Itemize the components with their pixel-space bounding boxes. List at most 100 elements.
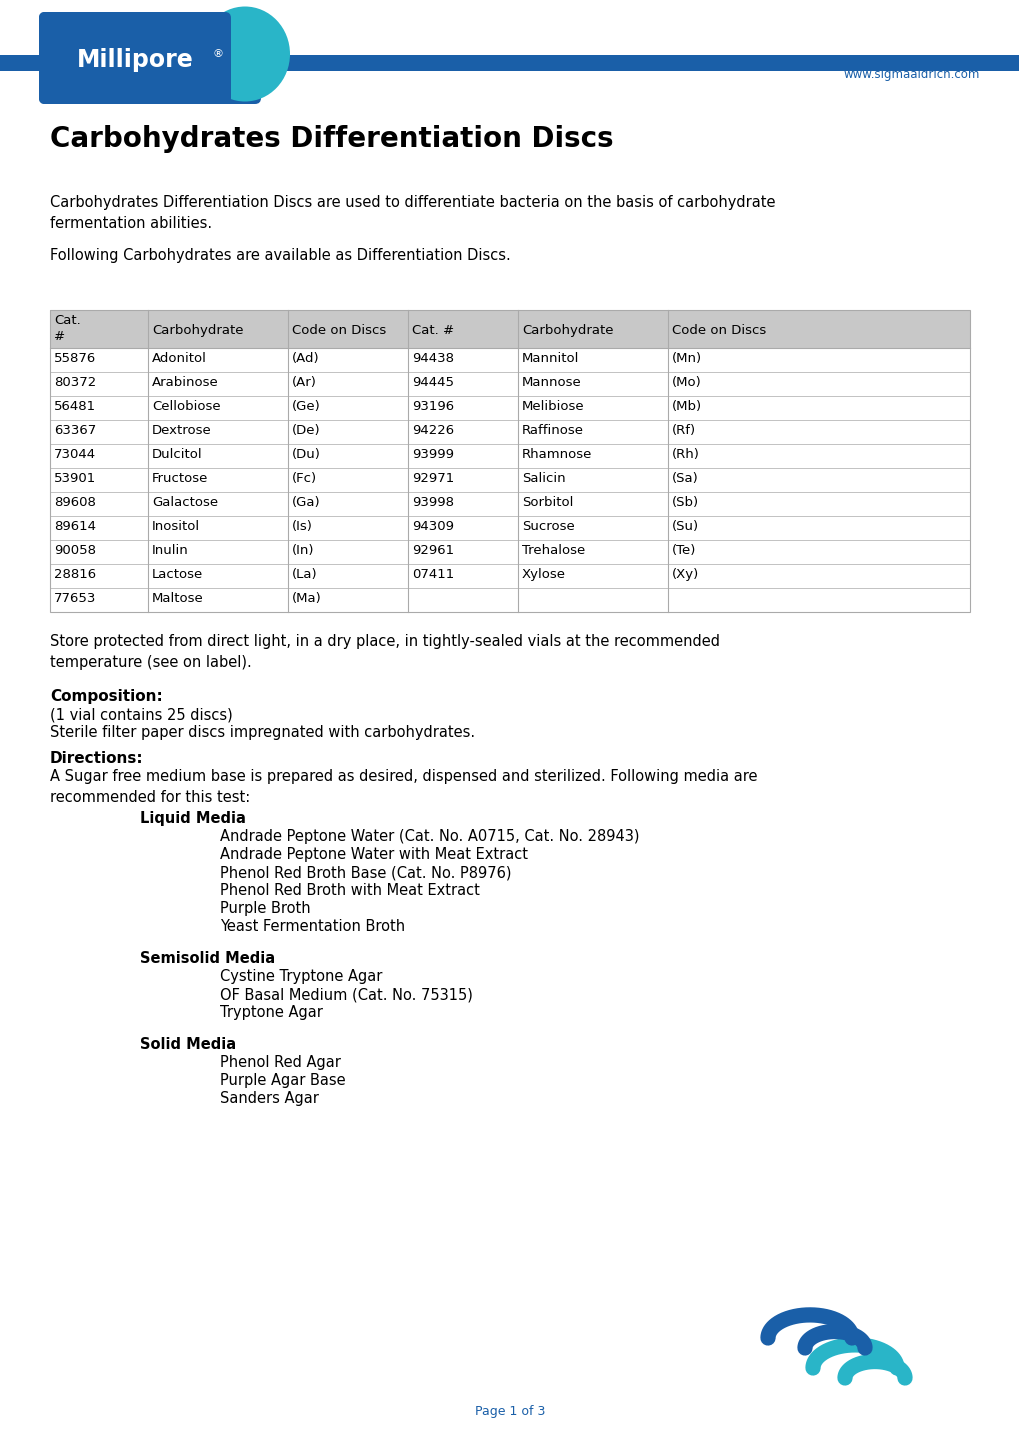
Text: Purple Broth: Purple Broth: [220, 900, 311, 916]
Text: 94309: 94309: [412, 519, 453, 532]
Text: Phenol Red Broth Base (Cat. No. P8976): Phenol Red Broth Base (Cat. No. P8976): [220, 864, 511, 880]
Bar: [50, 444, 969, 468]
Text: Arabinose: Arabinose: [152, 377, 218, 390]
Text: Cellobiose: Cellobiose: [152, 400, 220, 413]
Text: Cat.
#: Cat. #: [54, 315, 81, 343]
Text: Inulin: Inulin: [152, 544, 189, 557]
Text: (Mo): (Mo): [672, 377, 701, 390]
Text: 63367: 63367: [54, 424, 96, 437]
Text: 92961: 92961: [412, 544, 453, 557]
Text: (Ad): (Ad): [291, 352, 319, 365]
Text: 89614: 89614: [54, 519, 96, 532]
Text: Cat. #: Cat. #: [412, 325, 453, 338]
Bar: [50, 517, 969, 540]
Text: Salicin: Salicin: [522, 472, 566, 485]
Text: (Fc): (Fc): [291, 472, 317, 485]
Text: 93196: 93196: [412, 400, 453, 413]
Text: (Xy): (Xy): [672, 569, 699, 582]
Text: Yeast Fermentation Broth: Yeast Fermentation Broth: [220, 919, 405, 934]
Text: Andrade Peptone Water (Cat. No. A0715, Cat. No. 28943): Andrade Peptone Water (Cat. No. A0715, C…: [220, 828, 639, 844]
Text: Tryptone Agar: Tryptone Agar: [220, 1004, 323, 1020]
Text: 89608: 89608: [54, 496, 96, 509]
Bar: [0, 55, 1019, 71]
Bar: [50, 395, 969, 420]
Text: Xylose: Xylose: [522, 569, 566, 582]
Text: Trehalose: Trehalose: [522, 544, 585, 557]
Text: Millipore: Millipore: [76, 48, 194, 72]
Text: (Du): (Du): [291, 447, 321, 460]
Text: Galactose: Galactose: [152, 496, 218, 509]
Text: Following Carbohydrates are available as Differentiation Discs.: Following Carbohydrates are available as…: [50, 248, 511, 263]
Text: 92971: 92971: [412, 472, 453, 485]
Text: A Sugar free medium base is prepared as desired, dispensed and sterilized. Follo: A Sugar free medium base is prepared as …: [50, 769, 757, 805]
Bar: [50, 372, 969, 395]
Text: (Rf): (Rf): [672, 424, 695, 437]
Text: www.sigmaaldrich.com: www.sigmaaldrich.com: [843, 68, 979, 81]
Text: Carbohydrate: Carbohydrate: [522, 325, 612, 338]
Text: Phenol Red Agar: Phenol Red Agar: [220, 1055, 340, 1071]
Bar: [50, 348, 969, 372]
Text: 55876: 55876: [54, 352, 96, 365]
Text: 90058: 90058: [54, 544, 96, 557]
Text: Phenol Red Broth with Meat Extract: Phenol Red Broth with Meat Extract: [220, 883, 479, 898]
Text: Semisolid Media: Semisolid Media: [140, 951, 275, 965]
Text: Dextrose: Dextrose: [152, 424, 212, 437]
Text: 93998: 93998: [412, 496, 453, 509]
Text: Mannitol: Mannitol: [522, 352, 579, 365]
Text: 73044: 73044: [54, 447, 96, 460]
Bar: [50, 587, 969, 612]
Text: Purple Agar Base: Purple Agar Base: [220, 1074, 345, 1088]
Text: (Ma): (Ma): [291, 592, 321, 605]
Text: 53901: 53901: [54, 472, 96, 485]
Ellipse shape: [200, 7, 289, 101]
Bar: [50, 564, 969, 587]
Text: (Sa): (Sa): [672, 472, 698, 485]
Bar: [50, 492, 969, 517]
Text: 28816: 28816: [54, 569, 96, 582]
Text: Andrade Peptone Water with Meat Extract: Andrade Peptone Water with Meat Extract: [220, 847, 528, 861]
Text: (Ar): (Ar): [291, 377, 317, 390]
Text: Directions:: Directions:: [50, 750, 144, 766]
Text: (Sb): (Sb): [672, 496, 698, 509]
Text: Melibiose: Melibiose: [522, 400, 584, 413]
Text: Cystine Tryptone Agar: Cystine Tryptone Agar: [220, 970, 382, 984]
Bar: [50, 310, 969, 612]
Text: 56481: 56481: [54, 400, 96, 413]
Text: Fructose: Fructose: [152, 472, 208, 485]
FancyBboxPatch shape: [39, 12, 261, 104]
Text: Code on Discs: Code on Discs: [291, 325, 386, 338]
Text: (Ge): (Ge): [291, 400, 320, 413]
Text: 94445: 94445: [412, 377, 453, 390]
Text: Carbohydrates Differentiation Discs are used to differentiate bacteria on the ba: Carbohydrates Differentiation Discs are …: [50, 195, 774, 231]
Text: Solid Media: Solid Media: [140, 1038, 235, 1052]
Text: Sterile filter paper discs impregnated with carbohydrates.: Sterile filter paper discs impregnated w…: [50, 724, 475, 740]
Text: (Su): (Su): [672, 519, 698, 532]
Text: (1 vial contains 25 discs): (1 vial contains 25 discs): [50, 707, 232, 722]
Text: (Rh): (Rh): [672, 447, 699, 460]
Text: 07411: 07411: [412, 569, 453, 582]
Text: (Te): (Te): [672, 544, 696, 557]
Text: Sucrose: Sucrose: [522, 519, 574, 532]
FancyBboxPatch shape: [39, 12, 230, 104]
Text: Store protected from direct light, in a dry place, in tightly-sealed vials at th: Store protected from direct light, in a …: [50, 633, 719, 670]
Text: (Ga): (Ga): [291, 496, 320, 509]
Text: 94226: 94226: [412, 424, 453, 437]
Text: Sorbitol: Sorbitol: [522, 496, 573, 509]
Text: Carbohydrates Differentiation Discs: Carbohydrates Differentiation Discs: [50, 126, 613, 153]
Text: (La): (La): [291, 569, 317, 582]
Text: (Is): (Is): [291, 519, 313, 532]
Bar: [50, 420, 969, 444]
Text: Code on Discs: Code on Discs: [672, 325, 765, 338]
Bar: [50, 540, 969, 564]
Text: Composition:: Composition:: [50, 688, 163, 704]
Text: OF Basal Medium (Cat. No. 75315): OF Basal Medium (Cat. No. 75315): [220, 987, 473, 1001]
Text: Liquid Media: Liquid Media: [140, 811, 246, 825]
Bar: [50, 468, 969, 492]
Text: Mannose: Mannose: [522, 377, 581, 390]
Text: (Mn): (Mn): [672, 352, 701, 365]
Text: Adonitol: Adonitol: [152, 352, 207, 365]
Text: Sanders Agar: Sanders Agar: [220, 1091, 319, 1105]
Text: 93999: 93999: [412, 447, 453, 460]
Bar: [50, 310, 969, 348]
Text: Carbohydrate: Carbohydrate: [152, 325, 244, 338]
